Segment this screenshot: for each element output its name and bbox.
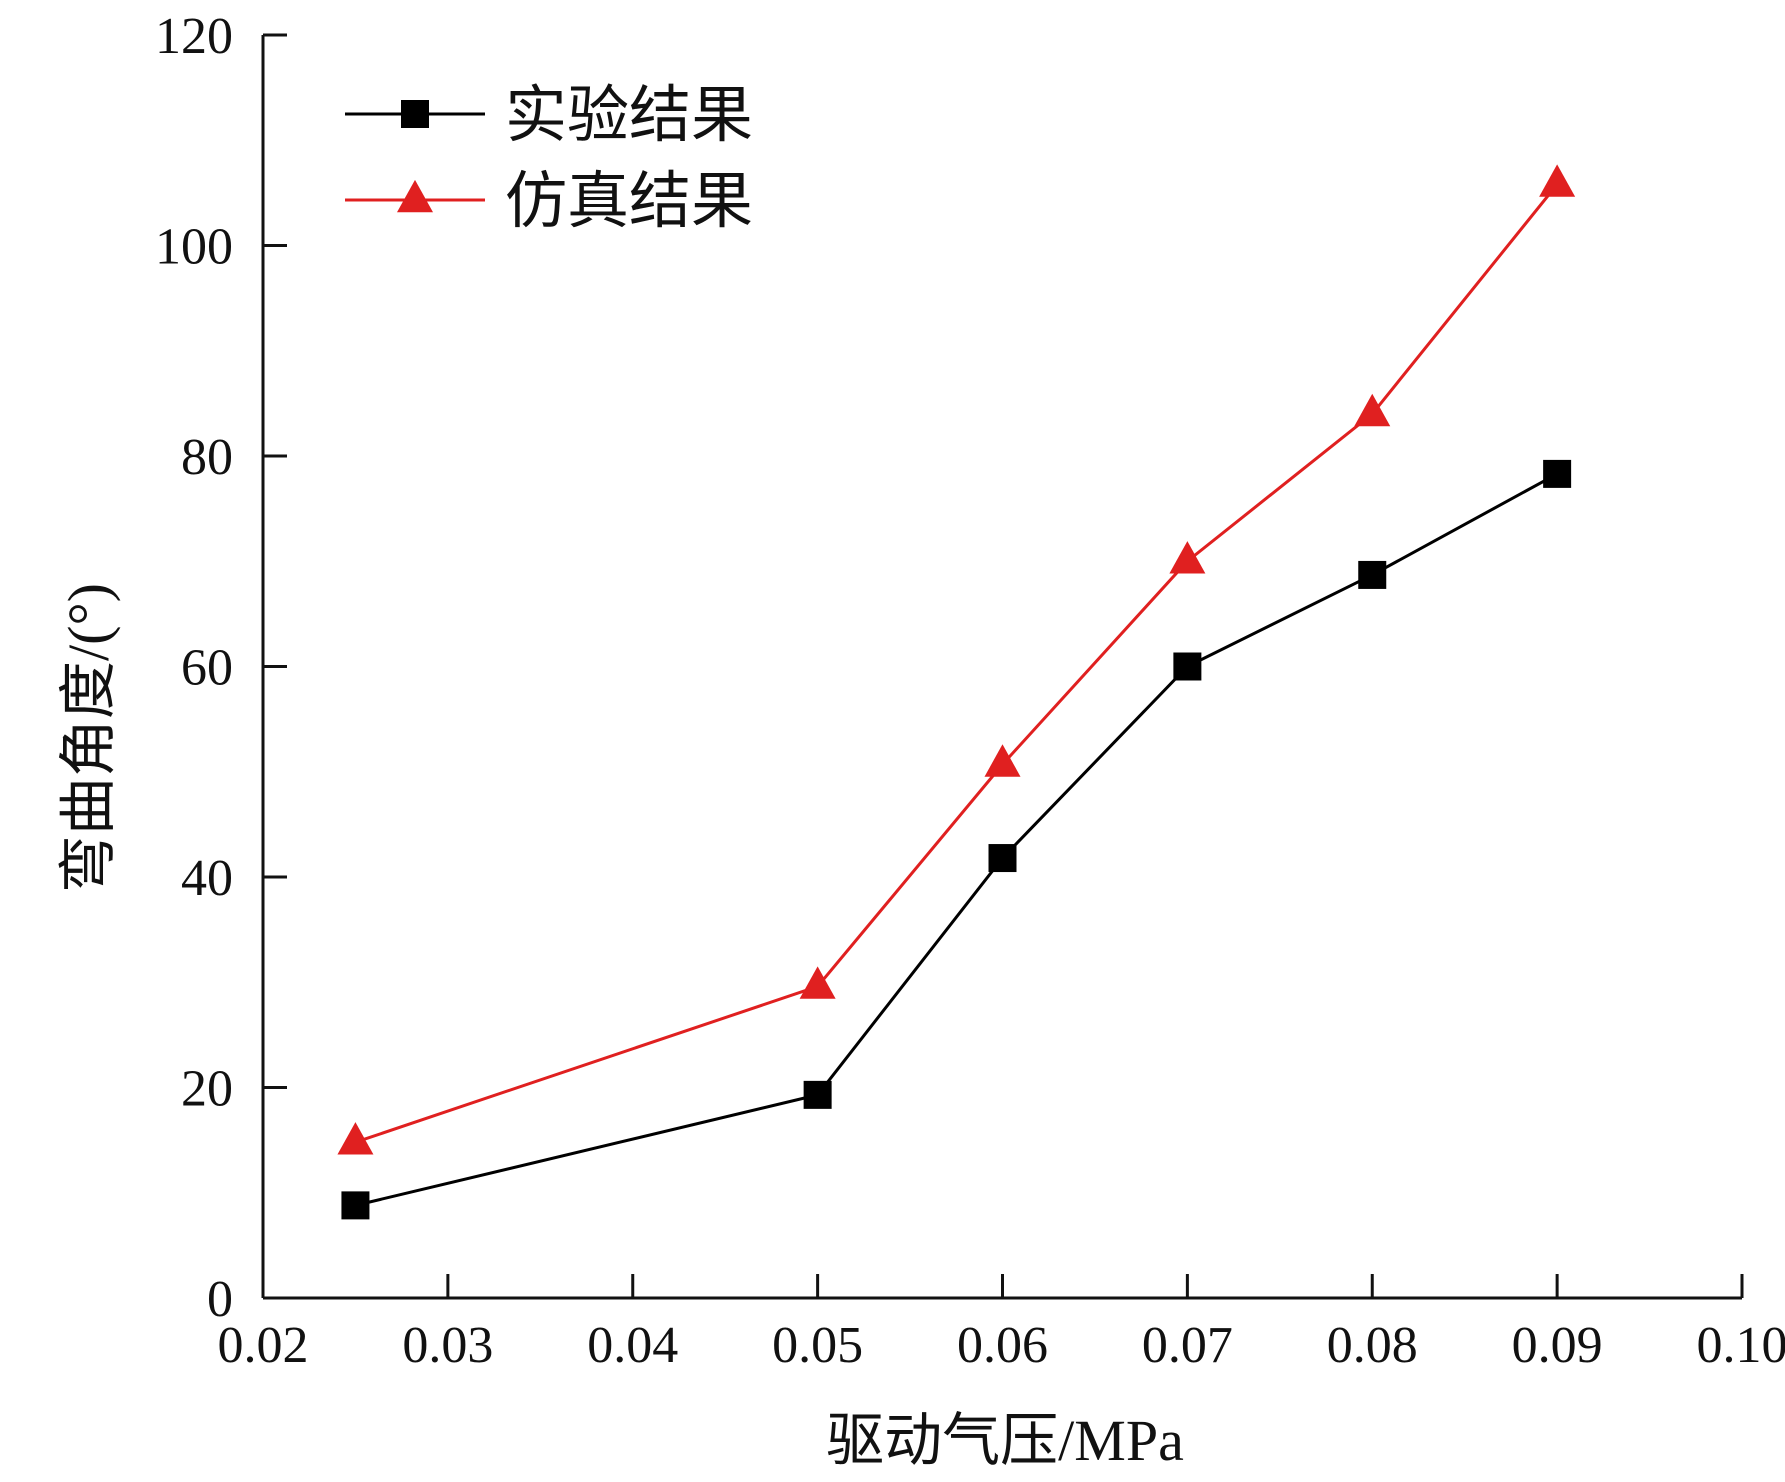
series-1 xyxy=(341,460,1571,1219)
x-axis-title: 驱动气压/MPa xyxy=(826,1408,1184,1473)
series-line xyxy=(355,184,1557,1142)
x-tick-label: 0.04 xyxy=(587,1317,678,1374)
data-point xyxy=(989,844,1017,872)
x-tick-label: 0.08 xyxy=(1327,1317,1418,1374)
data-point xyxy=(1358,561,1386,589)
legend-marker xyxy=(401,100,429,128)
y-tick-label: 0 xyxy=(207,1271,233,1328)
legend-item-2: 仿真结果 xyxy=(345,168,753,236)
x-tick-label: 0.07 xyxy=(1142,1317,1233,1374)
legend-item-1: 实验结果 xyxy=(345,82,753,150)
data-point xyxy=(1543,460,1571,488)
y-tick-label: 120 xyxy=(155,8,233,65)
series-2 xyxy=(337,164,1575,1154)
x-tick-label: 0.09 xyxy=(1512,1317,1603,1374)
legend-label: 仿真结果 xyxy=(505,168,753,236)
y-tick-label: 80 xyxy=(181,429,233,486)
data-point xyxy=(341,1191,369,1219)
data-point xyxy=(1169,541,1205,573)
y-tick-label: 40 xyxy=(181,850,233,907)
data-point xyxy=(1173,653,1201,681)
y-tick-label: 60 xyxy=(181,640,233,697)
x-tick-label: 0.10 xyxy=(1697,1317,1785,1374)
y-tick-label: 100 xyxy=(155,219,233,276)
legend-marker xyxy=(397,180,433,212)
x-tick-label: 0.05 xyxy=(772,1317,863,1374)
y-tick-label: 20 xyxy=(181,1061,233,1118)
legend-label: 实验结果 xyxy=(505,82,753,150)
data-point xyxy=(804,1081,832,1109)
x-tick-label: 0.03 xyxy=(402,1317,493,1374)
data-point xyxy=(1539,164,1575,196)
series-layer xyxy=(337,164,1575,1219)
x-tick-label: 0.06 xyxy=(957,1317,1048,1374)
y-axis-title: 弯曲角度/(°) xyxy=(56,583,121,893)
